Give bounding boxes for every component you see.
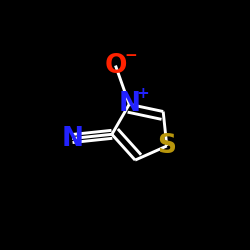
Text: S: S xyxy=(157,133,176,159)
Text: N: N xyxy=(61,126,83,152)
Text: O: O xyxy=(104,52,127,78)
Text: N: N xyxy=(118,91,140,117)
Text: +: + xyxy=(137,86,149,100)
Text: −: − xyxy=(124,48,137,63)
